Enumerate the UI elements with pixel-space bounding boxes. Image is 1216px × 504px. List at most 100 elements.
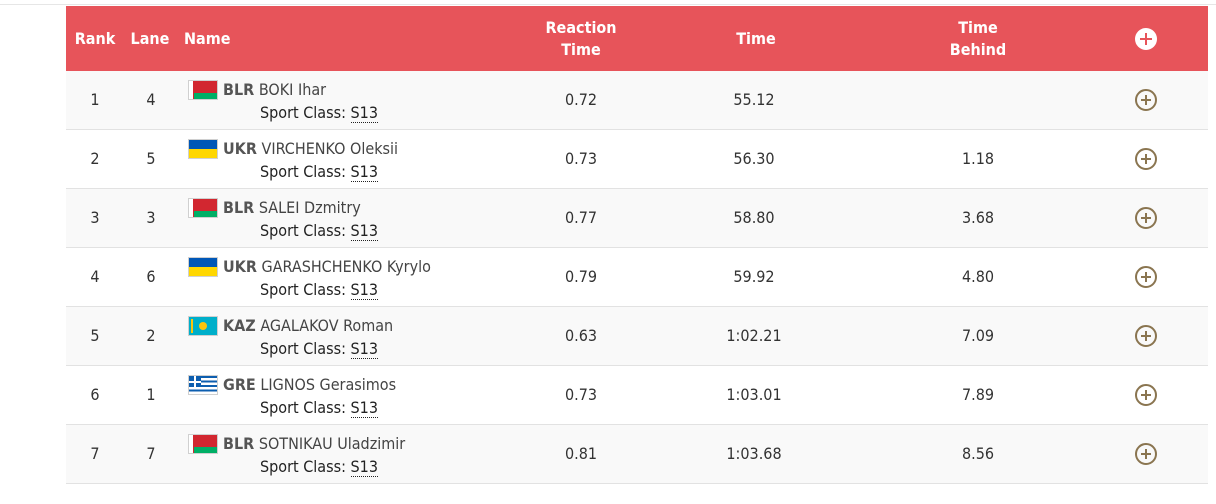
reaction-time-cell: 0.73 (564, 149, 598, 168)
athlete-name[interactable]: VIRCHENKO Oleksii (261, 139, 399, 158)
table-row: 6 1 GRE LIGNOS Gerasimos Sport Class: S13 0.… (66, 366, 1208, 425)
time-behind-cell (928, 71, 1028, 129)
athlete-name[interactable]: GARASHCHENKO Kyrylo (261, 257, 431, 276)
athlete-name-cell: BLR SOTNIKAU Uladzimir Sport Class: S13 (188, 434, 508, 478)
lane-cell: 6 (146, 267, 156, 286)
athlete-name-cell: KAZ AGALAKOV Roman Sport Class: S13 (188, 316, 508, 360)
time-behind-cell: 7.89 (961, 385, 995, 404)
rank-cell: 7 (90, 444, 100, 463)
athlete-name-cell: BLR SALEI Dzmitry Sport Class: S13 (188, 198, 508, 242)
sport-class-value[interactable]: S13 (350, 221, 378, 241)
time-cell: 1:02.21 (726, 326, 782, 345)
flag-icon-ukr (188, 257, 218, 277)
sport-class-label: Sport Class: (260, 280, 346, 299)
sport-class-label: Sport Class: (260, 221, 346, 240)
flag-icon-kaz (188, 316, 218, 336)
athlete-name-cell: BLR BOKI Ihar Sport Class: S13 (188, 80, 508, 124)
header-name: Name (184, 28, 231, 48)
athlete-line: UKR VIRCHENKO Oleksii (223, 139, 398, 158)
sport-class-line: Sport Class: S13 (260, 280, 378, 300)
rank-cell: 2 (90, 149, 100, 168)
time-behind-cell: 7.09 (961, 326, 995, 345)
time-cell: 58.80 (733, 208, 775, 227)
lane-cell: 1 (146, 385, 156, 404)
sport-class-label: Sport Class: (260, 162, 346, 181)
reaction-time-cell: 0.72 (564, 90, 598, 109)
sport-class-value[interactable]: S13 (350, 280, 378, 300)
reaction-time-cell: 0.73 (564, 385, 598, 404)
flag-icon-gre (188, 375, 218, 395)
table-row: 3 3 BLR SALEI Dzmitry Sport Class: S13 0.77 5… (66, 189, 1208, 248)
time-behind-cell: 1.18 (961, 149, 995, 168)
expand-all-button[interactable] (1126, 6, 1166, 71)
plus-circle-icon[interactable] (1135, 384, 1157, 406)
lane-cell: 5 (146, 149, 156, 168)
flag-icon-blr (188, 198, 218, 218)
expand-row-button[interactable] (1126, 130, 1166, 188)
athlete-line: GRE LIGNOS Gerasimos (223, 375, 396, 394)
table-row: 5 2 KAZ AGALAKOV Roman Sport Class: S13 0.63… (66, 307, 1208, 366)
table-body: 1 4 BLR BOKI Ihar Sport Class: S13 0.72 55.12… (66, 71, 1208, 484)
sport-class-line: Sport Class: S13 (260, 398, 378, 418)
noc-code: BLR (223, 198, 255, 217)
header-lane: Lane (130, 28, 170, 48)
expand-row-button[interactable] (1126, 189, 1166, 247)
time-cell: 56.30 (733, 149, 775, 168)
athlete-name-cell: GRE LIGNOS Gerasimos Sport Class: S13 (188, 375, 508, 419)
sport-class-line: Sport Class: S13 (260, 457, 378, 477)
sport-class-value[interactable]: S13 (350, 339, 378, 359)
sport-class-line: Sport Class: S13 (260, 103, 378, 123)
time-cell: 1:03.68 (726, 444, 782, 463)
sport-class-label: Sport Class: (260, 457, 346, 476)
noc-code: BLR (223, 80, 255, 99)
athlete-line: BLR BOKI Ihar (223, 80, 326, 99)
athlete-line: BLR SALEI Dzmitry (223, 198, 361, 217)
athlete-line: KAZ AGALAKOV Roman (223, 316, 393, 335)
sport-class-line: Sport Class: S13 (260, 339, 378, 359)
athlete-name[interactable]: SOTNIKAU Uladzimir (258, 434, 406, 453)
table-header: Rank Lane Name Reaction Time Time Time B… (66, 6, 1208, 71)
sport-class-value[interactable]: S13 (350, 162, 378, 182)
athlete-name[interactable]: SALEI Dzmitry (258, 198, 361, 217)
reaction-time-cell: 0.63 (564, 326, 598, 345)
rank-cell: 5 (90, 326, 100, 345)
reaction-time-cell: 0.77 (564, 208, 598, 227)
table-row: 2 5 UKR VIRCHENKO Oleksii Sport Class: S13 0… (66, 130, 1208, 189)
sport-class-line: Sport Class: S13 (260, 162, 378, 182)
sport-class-value[interactable]: S13 (350, 398, 378, 418)
plus-circle-icon[interactable] (1135, 207, 1157, 229)
table-row: 7 7 BLR SOTNIKAU Uladzimir Sport Class: S13… (66, 425, 1208, 484)
sport-class-label: Sport Class: (260, 339, 346, 358)
header-reaction-time: Reaction Time (545, 17, 617, 59)
expand-row-button[interactable] (1126, 307, 1166, 365)
plus-circle-icon[interactable] (1135, 89, 1157, 111)
athlete-name[interactable]: BOKI Ihar (258, 80, 327, 99)
athlete-name[interactable]: LIGNOS Gerasimos (260, 375, 397, 394)
expand-row-button[interactable] (1126, 366, 1166, 424)
athlete-name-cell: UKR VIRCHENKO Oleksii Sport Class: S13 (188, 139, 508, 183)
noc-code: KAZ (223, 316, 256, 335)
plus-circle-icon[interactable] (1135, 325, 1157, 347)
expand-row-button[interactable] (1126, 248, 1166, 306)
athlete-name[interactable]: AGALAKOV Roman (260, 316, 394, 335)
sport-class-label: Sport Class: (260, 398, 346, 417)
sport-class-value[interactable]: S13 (350, 103, 378, 123)
table-row: 4 6 UKR GARASHCHENKO Kyrylo Sport Class: S1… (66, 248, 1208, 307)
top-divider (0, 4, 1216, 5)
header-rank: Rank (74, 28, 116, 48)
expand-row-button[interactable] (1126, 425, 1166, 483)
time-behind-cell: 4.80 (961, 267, 995, 286)
rank-cell: 3 (90, 208, 100, 227)
time-cell: 59.92 (733, 267, 775, 286)
plus-circle-icon[interactable] (1135, 443, 1157, 465)
lane-cell: 7 (146, 444, 156, 463)
athlete-line: BLR SOTNIKAU Uladzimir (223, 434, 405, 453)
time-cell: 1:03.01 (726, 385, 782, 404)
flag-icon-blr (188, 434, 218, 454)
plus-circle-icon[interactable] (1135, 266, 1157, 288)
plus-circle-icon[interactable] (1135, 148, 1157, 170)
sport-class-value[interactable]: S13 (350, 457, 378, 477)
plus-circle-icon[interactable] (1135, 27, 1157, 50)
noc-code: GRE (223, 375, 256, 394)
expand-row-button[interactable] (1126, 71, 1166, 129)
